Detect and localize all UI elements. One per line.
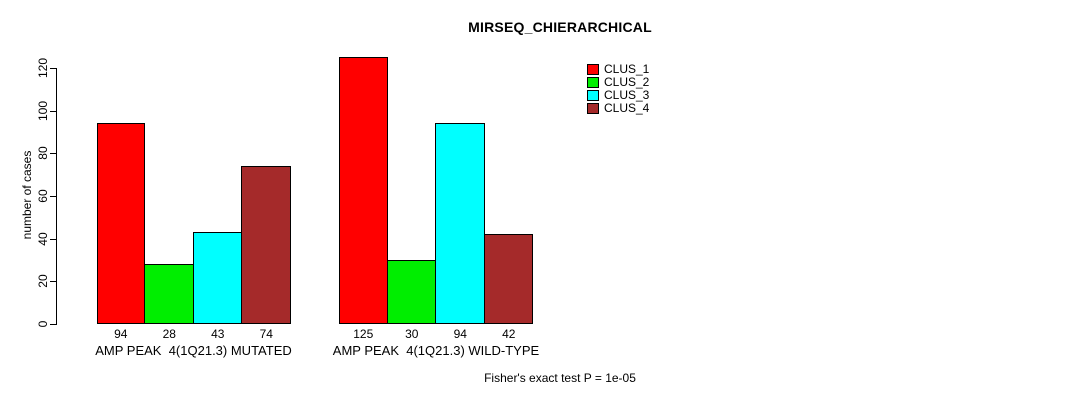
bar-value-label: 94: [114, 327, 128, 341]
y-tick-label: 0: [36, 320, 50, 328]
bar: [483, 234, 533, 324]
bar: [192, 232, 242, 324]
legend-swatch: [587, 103, 599, 114]
bar-value-label: 74: [259, 327, 273, 341]
legend-label: CLUS_2: [604, 75, 650, 89]
bar: [144, 264, 194, 324]
legend-label: CLUS_4: [604, 101, 650, 115]
group-label: AMP PEAK 4(1Q21.3) MUTATED: [95, 343, 292, 358]
y-tick-label: 40: [36, 231, 50, 246]
y-tick-label: 120: [36, 57, 50, 79]
bar-value-label: 28: [162, 327, 176, 341]
bar-value-label: 94: [453, 327, 467, 341]
y-tick: [50, 238, 56, 240]
y-tick: [50, 110, 56, 112]
bar: [386, 260, 436, 324]
chart-title: MIRSEQ_CHIERARCHICAL: [468, 19, 652, 35]
legend-swatch: [587, 64, 599, 75]
y-tick-label: 20: [36, 274, 50, 289]
y-tick-label: 80: [36, 146, 50, 161]
y-tick: [50, 68, 56, 69]
y-tick-label: 60: [36, 189, 50, 203]
y-tick: [50, 281, 56, 283]
bar: [241, 166, 291, 324]
annotation-text: Fisher's exact test P = 1e-05: [484, 371, 636, 385]
bar-value-label: 30: [405, 327, 419, 341]
bar: [96, 123, 145, 324]
legend-label: CLUS_3: [604, 88, 650, 102]
bar-value-label: 125: [353, 327, 374, 341]
bar: [339, 57, 388, 324]
bar-value-label: 42: [502, 327, 516, 341]
y-tick: [50, 196, 56, 197]
y-tick: [50, 324, 56, 325]
bar-value-label: 43: [211, 327, 225, 341]
y-tick: [50, 153, 56, 155]
legend-swatch: [587, 77, 599, 88]
legend-label: CLUS_1: [604, 62, 650, 76]
y-axis-label: number of cases: [20, 150, 34, 240]
group-label: AMP PEAK 4(1Q21.3) WILD-TYPE: [332, 343, 540, 358]
bar: [435, 123, 485, 324]
y-axis-line: [56, 68, 57, 325]
y-tick-label: 100: [36, 100, 50, 121]
legend-swatch: [587, 90, 599, 101]
